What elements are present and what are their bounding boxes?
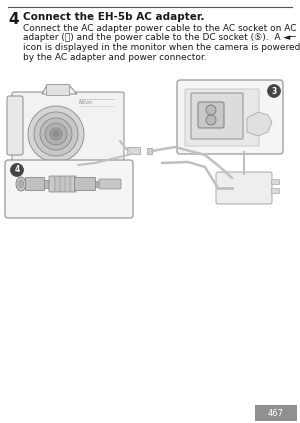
Text: adapter (ⓢ) and the power cable to the DC socket (⑤).  A ◄─: adapter (ⓢ) and the power cable to the D… — [23, 33, 296, 42]
Polygon shape — [42, 85, 77, 94]
FancyBboxPatch shape — [5, 160, 133, 218]
FancyBboxPatch shape — [185, 89, 259, 146]
FancyBboxPatch shape — [177, 80, 283, 154]
FancyBboxPatch shape — [198, 102, 224, 128]
FancyBboxPatch shape — [99, 179, 121, 189]
Circle shape — [45, 123, 67, 145]
Circle shape — [40, 118, 72, 150]
FancyBboxPatch shape — [191, 93, 243, 139]
FancyBboxPatch shape — [74, 178, 95, 190]
FancyBboxPatch shape — [46, 85, 70, 96]
Text: Connect the AC adapter power cable to the AC socket on AC: Connect the AC adapter power cable to th… — [23, 24, 296, 33]
Circle shape — [11, 164, 23, 176]
Circle shape — [28, 106, 84, 162]
Bar — [95, 181, 100, 187]
Bar — [44, 180, 50, 188]
Circle shape — [50, 128, 62, 140]
Bar — [69, 177, 71, 191]
Text: 4: 4 — [14, 165, 20, 175]
Text: icon is displayed in the monitor when the camera is powered: icon is displayed in the monitor when th… — [23, 43, 300, 52]
Bar — [54, 177, 56, 191]
Circle shape — [206, 105, 216, 115]
Circle shape — [34, 112, 78, 156]
Bar — [271, 188, 279, 193]
Circle shape — [268, 85, 281, 97]
FancyBboxPatch shape — [49, 176, 76, 192]
Bar — [64, 177, 66, 191]
FancyBboxPatch shape — [26, 178, 44, 190]
FancyBboxPatch shape — [7, 96, 23, 155]
Text: Connect the EH-5b AC adapter.: Connect the EH-5b AC adapter. — [23, 12, 205, 22]
FancyBboxPatch shape — [216, 172, 272, 204]
Ellipse shape — [16, 177, 26, 191]
Text: Nikon: Nikon — [79, 99, 93, 104]
Text: 467: 467 — [268, 409, 284, 418]
FancyBboxPatch shape — [128, 148, 140, 154]
Bar — [271, 179, 279, 184]
Bar — [59, 177, 61, 191]
Bar — [147, 148, 152, 154]
Bar — [255, 405, 297, 421]
Circle shape — [53, 131, 59, 137]
Text: by the AC adapter and power connector.: by the AC adapter and power connector. — [23, 52, 207, 61]
Text: 4: 4 — [8, 12, 19, 27]
Text: 3: 3 — [272, 86, 277, 96]
Polygon shape — [247, 112, 272, 136]
Ellipse shape — [19, 180, 23, 188]
FancyBboxPatch shape — [12, 92, 124, 161]
Circle shape — [206, 115, 216, 125]
